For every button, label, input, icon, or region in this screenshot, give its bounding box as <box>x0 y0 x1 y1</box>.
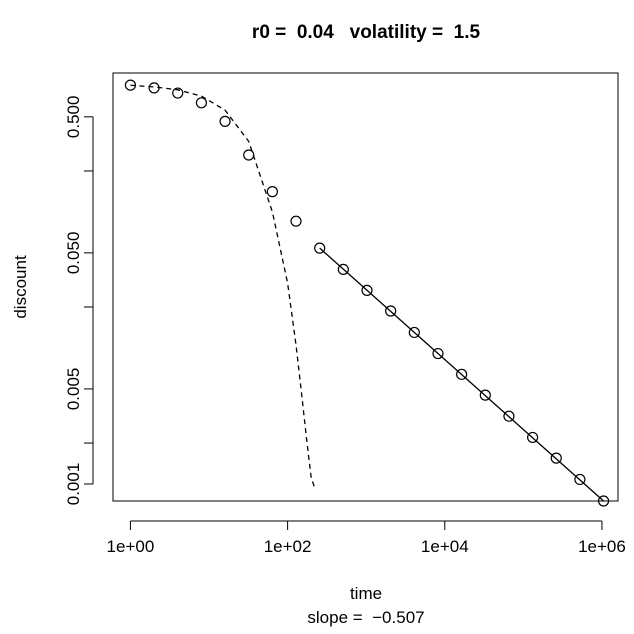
data-point <box>219 115 231 127</box>
data-point <box>408 326 420 339</box>
plot-layer <box>124 79 610 507</box>
data-point <box>314 242 326 254</box>
y-tick-label: 0.001 <box>64 463 83 506</box>
y-tick-label: 0.500 <box>64 96 83 139</box>
x-tick-label: 1e+06 <box>578 537 626 556</box>
x-axis-label: time <box>350 584 382 603</box>
data-point <box>479 389 491 401</box>
data-point <box>550 452 562 464</box>
slope-annotation: slope = −0.507 <box>307 608 424 627</box>
y-axis-label: discount <box>11 255 30 319</box>
dashed-curve <box>130 84 316 488</box>
data-point <box>266 186 278 198</box>
x-axis: 1e+00 1e+02 1e+04 1e+06 <box>107 520 626 556</box>
data-point <box>337 263 349 275</box>
data-point <box>574 473 586 486</box>
y-axis: 0.001 0.005 0.050 0.500 <box>64 96 94 506</box>
data-point <box>432 347 444 360</box>
data-point <box>385 305 397 317</box>
data-point <box>195 97 208 109</box>
data-point <box>456 368 468 380</box>
data-point <box>527 431 539 444</box>
x-tick-label: 1e+00 <box>107 537 155 556</box>
chart-title: r0 = 0.04 volatility = 1.5 <box>252 22 481 43</box>
y-tick-label: 0.005 <box>64 368 83 411</box>
data-point <box>503 410 515 422</box>
data-point <box>597 495 610 507</box>
x-tick-label: 1e+04 <box>421 537 469 556</box>
regression-line <box>319 247 605 502</box>
data-point <box>290 215 302 227</box>
data-point <box>361 284 373 296</box>
data-point <box>243 149 255 161</box>
plot-frame <box>112 72 619 502</box>
x-tick-label: 1e+02 <box>264 537 312 556</box>
y-tick-label: 0.050 <box>64 232 83 275</box>
data-point <box>172 87 184 99</box>
